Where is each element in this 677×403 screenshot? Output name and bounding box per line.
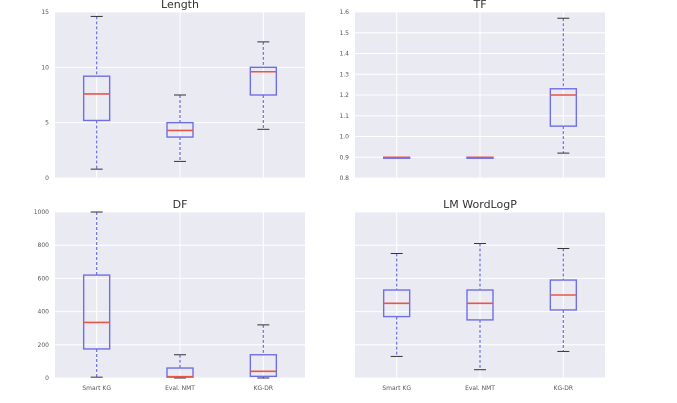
- panel-title: LM WordLogP: [443, 198, 517, 211]
- y-tick-label: 800: [38, 242, 50, 249]
- y-tick-label: 0.8: [339, 175, 349, 182]
- x-tick-label: Smart KG: [82, 385, 111, 392]
- box-iqr: [249, 354, 278, 378]
- box-KG-DR: [249, 41, 278, 130]
- y-tick-label: 1000: [34, 209, 49, 216]
- x-tick-label: Eval. NMT: [165, 385, 195, 392]
- y-tick-label: 1.5: [339, 30, 349, 37]
- y-tick-label: 5: [45, 120, 49, 127]
- y-tick-label: 15: [41, 9, 49, 16]
- panel-2: 0 200 400 600 800 1000 Smart KG Eval. NMT KG-DR D…: [34, 198, 305, 392]
- box-iqr: [466, 289, 494, 321]
- box-iqr: [249, 66, 278, 96]
- panel-title: TF: [472, 0, 486, 11]
- box-Eval. NMT: [466, 243, 494, 371]
- panel-3: Smart KG Eval. NMT KG-DR LM WordLogP: [355, 198, 605, 392]
- box-KG-DR: [549, 17, 578, 154]
- x-tick-label: Eval. NMT: [465, 385, 495, 392]
- y-tick-label: 1.4: [339, 51, 349, 58]
- x-tick-label: Smart KG: [382, 385, 411, 392]
- box-iqr: [82, 75, 111, 122]
- y-tick-label: 1.0: [339, 134, 349, 141]
- box-Smart KG: [382, 253, 411, 357]
- y-tick-label: 1.2: [339, 92, 349, 99]
- box-iqr: [549, 88, 578, 127]
- panel-1: 0.8 0.9 1.0 1.1 1.2 1.3 1.4 1.5 1.6 TF: [339, 0, 605, 182]
- box-Eval. NMT: [166, 354, 194, 379]
- x-tick-label: KG-DR: [554, 385, 574, 392]
- box-KG-DR: [549, 248, 578, 352]
- y-tick-label: 0: [45, 175, 49, 182]
- y-tick-label: 1.1: [339, 113, 349, 120]
- y-tick-label: 10: [41, 64, 49, 71]
- box-Smart KG: [382, 156, 411, 159]
- box-Smart KG: [82, 211, 111, 378]
- y-tick-label: 400: [38, 309, 50, 316]
- box-KG-DR: [249, 324, 278, 379]
- x-tick-label: KG-DR: [254, 385, 274, 392]
- y-tick-label: 1.3: [339, 71, 349, 78]
- box-Smart KG: [82, 15, 111, 170]
- box-iqr: [82, 274, 111, 350]
- box-Eval. NMT: [166, 94, 194, 162]
- y-tick-label: 200: [38, 342, 50, 349]
- y-tick-label: 600: [38, 275, 50, 282]
- panel-title: Length: [161, 0, 199, 11]
- panel-title: DF: [173, 198, 188, 211]
- panel-0: 0 5 10 15 Length: [41, 0, 305, 182]
- y-tick-label: 0: [45, 375, 49, 382]
- y-tick-label: 1.6: [339, 9, 349, 16]
- y-tick-label: 0.9: [339, 154, 349, 161]
- box-Eval. NMT: [466, 156, 494, 159]
